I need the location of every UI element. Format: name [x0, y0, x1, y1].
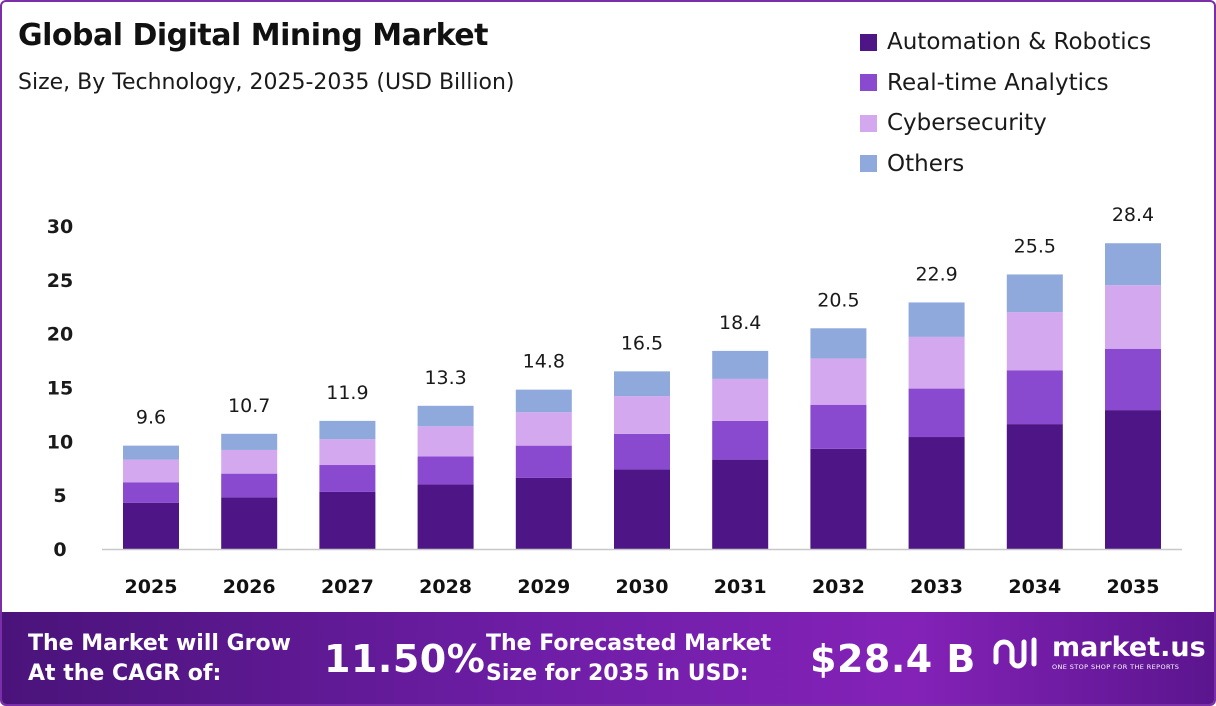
- bar-segment: [221, 433, 278, 450]
- y-tick-label: 15: [47, 378, 73, 400]
- bar-segment: [908, 302, 965, 337]
- legend-swatch: [860, 114, 877, 132]
- bar-segment: [319, 420, 376, 440]
- bar-segment: [712, 459, 769, 549]
- x-tick-label: 2032: [812, 576, 865, 598]
- bar-segment: [515, 477, 572, 549]
- bar-segment: [319, 491, 376, 549]
- bar-segment: [515, 445, 572, 478]
- bar-segment: [1006, 312, 1063, 371]
- summary-banner: The Market will Grow At the CAGR of: 11.…: [2, 612, 1214, 704]
- bar-total-label: 11.9: [326, 382, 368, 404]
- legend-swatch: [860, 155, 877, 173]
- bar-segment: [1006, 424, 1063, 549]
- bar-segment: [712, 420, 769, 460]
- bar-segment: [1105, 410, 1161, 549]
- y-tick-label: 20: [47, 324, 73, 346]
- bar-segment: [123, 502, 179, 549]
- market-us-logo-icon: [993, 637, 1037, 669]
- bar-segment: [417, 426, 474, 457]
- bar-total-label: 13.3: [424, 367, 466, 389]
- bar-segment: [515, 389, 572, 413]
- bar-segment: [221, 449, 278, 474]
- bar-segment: [810, 404, 867, 449]
- cagr-value: 11.50%: [324, 637, 486, 681]
- logo-tagline: ONE STOP SHOP FOR THE REPORTS: [1052, 662, 1180, 671]
- bar-segment: [810, 358, 867, 405]
- bar-segment: [221, 473, 278, 498]
- bar-segment: [123, 459, 179, 483]
- bar-segment: [614, 469, 670, 549]
- x-tick-label: 2025: [125, 576, 178, 598]
- bar-segment: [614, 396, 670, 434]
- x-tick-label: 2026: [223, 576, 276, 598]
- bar-segment: [417, 405, 474, 427]
- bar-total-label: 18.4: [719, 312, 761, 334]
- bar-total-label: 14.8: [523, 351, 565, 373]
- bar-segment: [515, 412, 572, 446]
- legend-item-others: Others: [860, 144, 1151, 185]
- chart-subtitle: Size, By Technology, 2025-2035 (USD Bill…: [18, 70, 515, 95]
- x-tick-label: 2035: [1107, 576, 1160, 598]
- y-tick-label: 30: [47, 216, 73, 238]
- bar-segment: [908, 336, 965, 389]
- legend-swatch: [860, 33, 877, 51]
- bar-total-label: 9.6: [136, 407, 166, 429]
- legend: Automation & Robotics Real-time Analytic…: [860, 22, 1151, 184]
- bar-segment: [1006, 370, 1063, 425]
- legend-label: Others: [887, 150, 965, 177]
- x-tick-label: 2034: [1008, 576, 1061, 598]
- legend-label: Automation & Robotics: [887, 29, 1152, 56]
- bar-segment: [319, 465, 376, 492]
- bar-segment: [614, 433, 670, 470]
- x-tick-label: 2033: [910, 576, 963, 598]
- bar-total-label: 16.5: [621, 332, 663, 354]
- forecast-label: The Forecasted Market Size for 2035 in U…: [486, 631, 772, 686]
- legend-item-real-time-analytics: Real-time Analytics: [860, 63, 1151, 104]
- bar-segment: [810, 448, 867, 549]
- legend-label: Cybersecurity: [887, 110, 1047, 137]
- bar-segment: [1105, 243, 1161, 286]
- x-tick-label: 2028: [419, 576, 472, 598]
- bar-segment: [908, 437, 965, 549]
- bar-segment: [221, 497, 278, 549]
- x-tick-label: 2027: [321, 576, 374, 598]
- legend-item-cybersecurity: Cybersecurity: [860, 103, 1151, 144]
- bar-total-label: 25.5: [1014, 235, 1056, 257]
- y-tick-label: 25: [47, 270, 73, 292]
- legend-swatch: [860, 74, 877, 92]
- forecast-value: $28.4 B: [810, 637, 976, 681]
- bar-segment: [123, 482, 179, 503]
- y-tick-label: 0: [53, 539, 66, 561]
- bar-segment: [712, 378, 769, 421]
- y-tick-label: 10: [47, 431, 73, 453]
- x-tick-label: 2030: [616, 576, 669, 598]
- legend-label: Real-time Analytics: [887, 69, 1109, 96]
- x-tick-label: 2031: [714, 576, 767, 598]
- bar-segment: [810, 328, 867, 359]
- logo-name: market.us: [1052, 631, 1206, 663]
- bar-total-label: 20.5: [817, 289, 859, 311]
- bar-segment: [319, 439, 376, 466]
- legend-item-automation-robotics: Automation & Robotics: [860, 22, 1151, 63]
- bar-segment: [712, 350, 769, 379]
- bar-total-label: 28.4: [1112, 204, 1154, 226]
- bar-segment: [908, 388, 965, 438]
- market-us-logo: market.us ONE STOP SHOP FOR THE REPORTS: [990, 632, 1206, 672]
- x-tick-label: 2029: [517, 576, 570, 598]
- bar-segment: [1105, 285, 1161, 349]
- bar-total-label: 22.9: [915, 263, 957, 285]
- chart-title: Global Digital Mining Market: [18, 18, 489, 53]
- bar-segment: [123, 445, 179, 460]
- cagr-label: The Market will Grow At the CAGR of:: [28, 631, 291, 686]
- y-tick-label: 5: [53, 485, 66, 507]
- bar-segment: [1006, 274, 1063, 313]
- bar-segment: [417, 484, 474, 549]
- bar-segment: [417, 456, 474, 485]
- bar-segment: [614, 371, 670, 397]
- bar-segment: [1105, 348, 1161, 411]
- stacked-bar-chart: 0510152025309.6202510.7202611.9202713.32…: [47, 204, 1182, 598]
- bar-total-label: 10.7: [228, 395, 270, 417]
